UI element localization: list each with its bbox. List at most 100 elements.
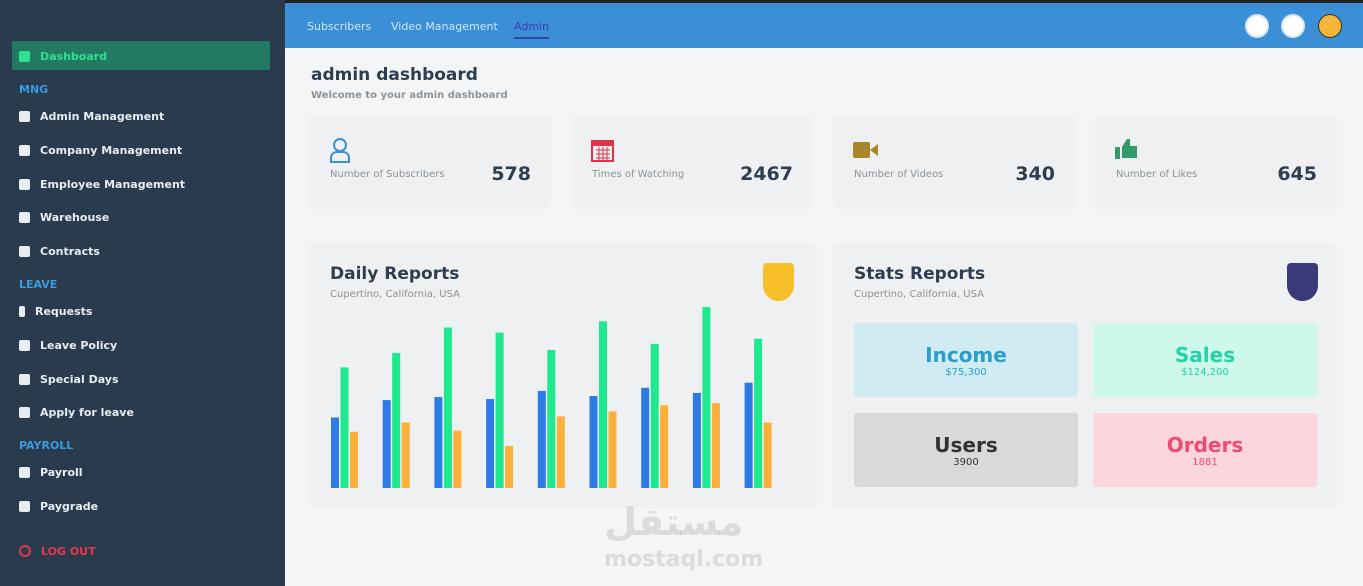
top-link[interactable]: Video Management <box>391 20 498 33</box>
tile-value: $75,300 <box>945 367 987 378</box>
panel-subtitle: Cupertino, California, USA <box>854 289 984 300</box>
badge <box>763 263 794 301</box>
section-title: MNG <box>19 83 49 96</box>
logout[interactable]: LOG OUT <box>19 543 96 559</box>
tile-label: Users <box>934 433 998 457</box>
tile-value: $124,200 <box>1181 367 1229 378</box>
bar <box>754 338 763 488</box>
bar <box>650 343 659 488</box>
tile-label: Income <box>925 343 1007 367</box>
bar <box>453 430 462 488</box>
bar <box>556 416 565 488</box>
nav-item[interactable]: Admin Management <box>19 108 164 124</box>
nav-item[interactable]: Apply for leave <box>19 404 134 420</box>
nav-item[interactable]: Paygrade <box>19 498 98 514</box>
stat-card: Number of Subscribers 578 <box>311 117 549 207</box>
icon <box>853 142 878 158</box>
nav-label: Warehouse <box>40 210 110 224</box>
page-title: admin dashboard <box>311 65 478 85</box>
bar <box>702 307 711 488</box>
stat-label: Number of Subscribers <box>330 169 445 180</box>
nav-label: Dashboard <box>40 49 108 63</box>
bar <box>495 332 504 488</box>
tile: Sales $124,200 <box>1093 323 1317 397</box>
bar <box>382 400 391 488</box>
stat-label: Number of Likes <box>1116 169 1198 180</box>
bar <box>660 405 669 488</box>
tile-value: 3900 <box>953 457 979 468</box>
nav-item[interactable]: Company Management <box>19 142 182 158</box>
stat-value: 645 <box>1277 163 1317 185</box>
page-subtitle: Welcome to your admin dashboard <box>311 90 508 101</box>
nav-item[interactable]: Dashboard <box>19 48 107 64</box>
bar <box>340 367 349 488</box>
bar <box>763 422 772 488</box>
icon <box>591 140 614 162</box>
search-button[interactable] <box>1245 14 1269 38</box>
bar <box>692 392 701 488</box>
icon <box>330 138 350 163</box>
bar <box>486 399 495 488</box>
stat-value: 340 <box>1015 163 1055 185</box>
topbar: Subscribers Video Management Admin <box>285 0 1363 48</box>
stat-card: Number of Likes 645 <box>1097 117 1335 207</box>
tile: Users 3900 <box>854 413 1078 487</box>
bar <box>392 353 401 488</box>
watermark: مستقل <box>604 500 743 544</box>
tile: Income $75,300 <box>854 323 1078 397</box>
nav-label: LOG OUT <box>41 544 96 558</box>
nav-label: Company Management <box>40 143 183 157</box>
bar <box>547 350 556 488</box>
nav-label: Admin Management <box>40 109 165 123</box>
nav-item[interactable]: Leave Policy <box>19 337 117 353</box>
bar <box>505 446 514 488</box>
nav-item[interactable]: Special Days <box>19 371 119 387</box>
top-link[interactable]: Admin <box>514 20 550 39</box>
stat-label: Number of Videos <box>854 169 944 180</box>
tile-value: 1881 <box>1192 457 1218 468</box>
avatar[interactable] <box>1318 14 1342 38</box>
stat-value: 2467 <box>740 163 793 185</box>
nav-item[interactable]: Employee Management <box>19 176 185 192</box>
panel-subtitle: Cupertino, California, USA <box>330 289 460 300</box>
bar <box>434 397 443 488</box>
bar <box>589 396 598 488</box>
nav-label: Paygrade <box>40 499 99 513</box>
section-title: PAYROLL <box>19 439 74 452</box>
bar <box>744 382 753 488</box>
stats-reports-panel: Stats Reports Cupertino, California, USA… <box>835 244 1335 506</box>
daily-reports-panel: Daily Reports Cupertino, California, USA <box>311 244 815 506</box>
nav-label: Employee Management <box>40 177 186 191</box>
nav-label: Special Days <box>40 372 119 386</box>
nav-item[interactable]: Payroll <box>19 464 83 480</box>
nav-label: Leave Policy <box>40 338 118 352</box>
bar <box>599 321 607 488</box>
stat-card: Times of Watching 2467 <box>573 117 811 207</box>
nav-item[interactable]: Warehouse <box>19 209 109 225</box>
bar <box>711 403 720 488</box>
panel-title: Stats Reports <box>854 264 986 284</box>
sidebar: Dashboard MNG Admin Management Company M… <box>0 0 285 586</box>
nav-label: Contracts <box>40 244 100 258</box>
section-title: LEAVE <box>19 278 58 291</box>
bar <box>401 422 410 488</box>
settings-button[interactable] <box>1281 14 1305 38</box>
bar <box>350 431 358 488</box>
bar <box>608 411 617 488</box>
bar <box>537 390 546 488</box>
nav-label: Requests <box>35 304 93 318</box>
bar <box>641 387 650 488</box>
nav-label: Payroll <box>40 465 83 479</box>
bar-chart <box>331 307 772 488</box>
top-link[interactable]: Subscribers <box>307 20 372 33</box>
nav-item[interactable]: Requests <box>19 303 92 319</box>
active-item[interactable] <box>12 41 270 70</box>
nav-item[interactable]: Contracts <box>19 243 100 259</box>
stat-value: 578 <box>491 163 531 185</box>
panel-title: Daily Reports <box>330 264 460 284</box>
stat-card: Number of Videos 340 <box>835 117 1073 207</box>
stat-label: Times of Watching <box>592 169 685 180</box>
icon <box>1115 139 1137 159</box>
tile: Orders 1881 <box>1093 413 1317 487</box>
